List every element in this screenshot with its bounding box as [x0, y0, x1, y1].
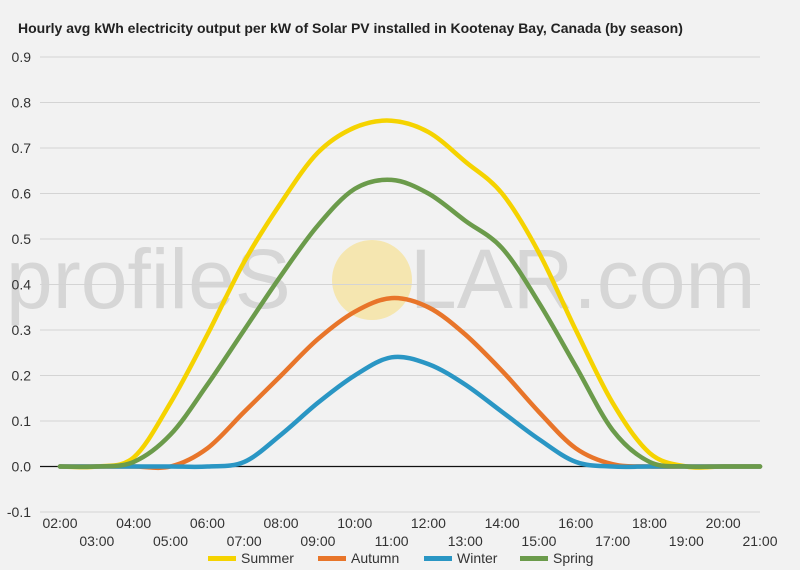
series-line-spring [57, 177, 763, 470]
x-tick-label: 12:00 [411, 515, 446, 531]
legend-swatch [520, 556, 548, 561]
x-tick-label: 16:00 [558, 515, 593, 531]
x-tick-label: 18:00 [632, 515, 667, 531]
y-tick-label: 0.5 [12, 231, 32, 247]
x-tick-label: 11:00 [375, 533, 409, 549]
chart-title: Hourly avg kWh electricity output per kW… [18, 20, 683, 36]
legend-item-spring: Spring [520, 550, 593, 566]
x-tick-label: 05:00 [153, 533, 188, 549]
legend-swatch [208, 556, 236, 561]
y-tick-label: 0.7 [12, 140, 32, 156]
x-tick-label: 08:00 [264, 515, 299, 531]
x-tick-label: 06:00 [190, 515, 225, 531]
y-tick-label: -0.1 [7, 504, 31, 520]
x-tick-label: 10:00 [337, 515, 372, 531]
legend-label: Spring [553, 550, 593, 566]
series-line-winter [57, 354, 763, 470]
y-tick-label: 0.1 [12, 413, 32, 429]
legend-swatch [424, 556, 452, 561]
watermark-text-left: profileS [6, 232, 291, 326]
x-tick-label: 03:00 [79, 533, 114, 549]
x-tick-label: 02:00 [42, 515, 77, 531]
watermark: profileS LAR.com [6, 232, 755, 326]
y-tick-label: 0.0 [12, 459, 32, 475]
series-lines [57, 118, 763, 471]
watermark-text-right: LAR.com [410, 232, 755, 326]
x-tick-label: 13:00 [448, 533, 483, 549]
x-tick-label: 17:00 [595, 533, 630, 549]
legend-label: Autumn [351, 550, 399, 566]
x-tick-label: 19:00 [669, 533, 704, 549]
x-tick-label: 04:00 [116, 515, 151, 531]
x-tick-label: 21:00 [742, 533, 777, 549]
x-tick-label: 09:00 [300, 533, 335, 549]
x-tick-label: 14:00 [485, 515, 520, 531]
y-tick-label: 0.6 [12, 186, 32, 202]
y-tick-label: 0.4 [12, 277, 32, 293]
x-axis-ticks: 02:00 04:00 06:00 08:00 10:00 12:00 14:00 16:00… [42, 515, 777, 549]
legend: Summer Autumn Winter Spring [208, 550, 593, 566]
legend-label: Winter [457, 550, 498, 566]
legend-item-autumn: Autumn [318, 550, 399, 566]
y-tick-label: 0.3 [12, 322, 32, 338]
legend-item-summer: Summer [208, 550, 294, 566]
watermark-sun-icon [332, 240, 412, 320]
y-tick-label: 0.2 [12, 368, 32, 384]
y-tick-label: 0.8 [12, 95, 32, 111]
x-tick-label: 20:00 [706, 515, 741, 531]
x-tick-label: 15:00 [521, 533, 556, 549]
y-axis-ticks: 0.9 0.8 0.7 0.6 0.5 0.4 0.3 0.2 0.1 0.0 -0.1 [7, 49, 31, 520]
y-tick-label: 0.9 [12, 49, 32, 65]
legend-label: Summer [241, 550, 294, 566]
series-line-summer [57, 118, 763, 470]
legend-item-winter: Winter [424, 550, 498, 566]
x-tick-label: 07:00 [227, 533, 262, 549]
legend-swatch [318, 556, 346, 561]
